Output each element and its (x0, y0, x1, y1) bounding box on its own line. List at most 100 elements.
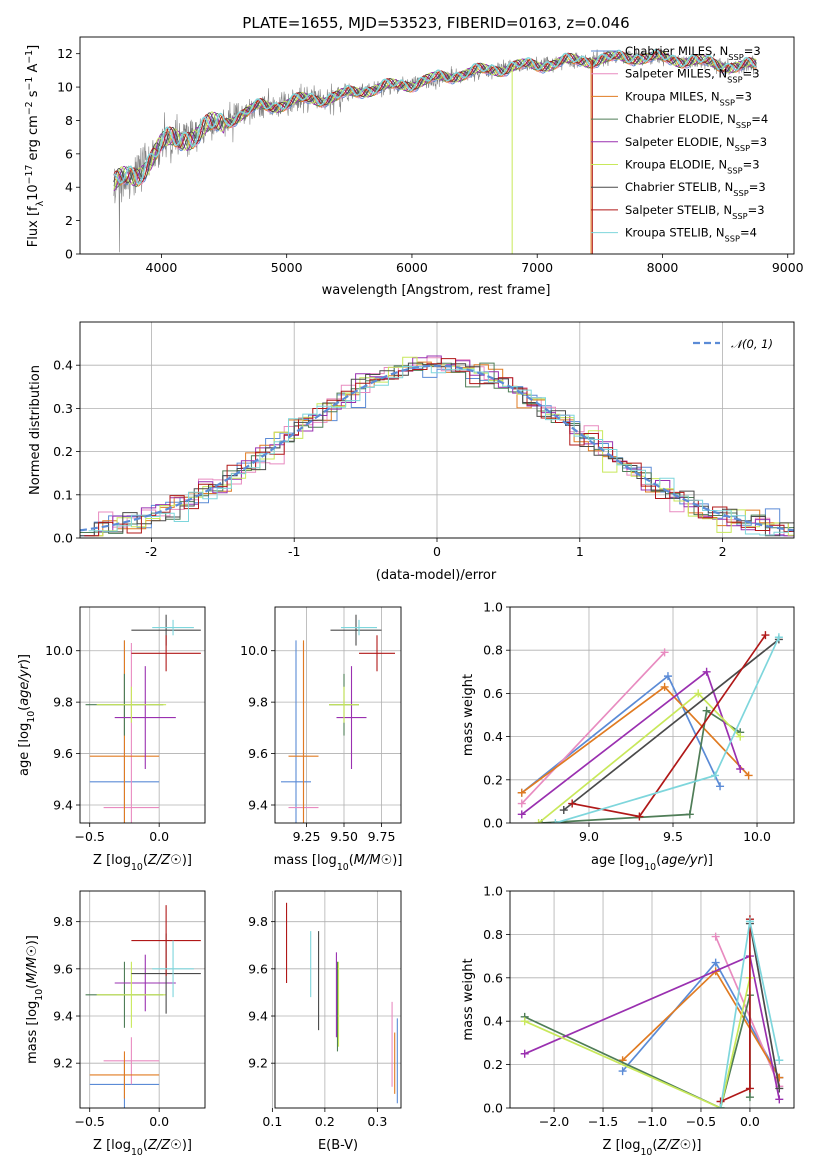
text-segment: =3 (735, 89, 752, 103)
histogram-salpeter_stelib (84, 358, 794, 537)
text-segment: Chabrier MILES, N (625, 44, 728, 58)
weight-marker-chabrier_miles (663, 672, 672, 681)
text-segment: erg cm (26, 115, 41, 164)
text-segment: ( (652, 1138, 657, 1153)
y-tick-label: 0.3 (53, 401, 73, 416)
text-segment: )] (182, 1138, 192, 1153)
axes-frame (274, 890, 402, 1109)
text-segment: age/yr (661, 853, 704, 868)
y-tick-label: 0.0 (483, 1101, 503, 1116)
x-tick-label: 10.0 (743, 829, 771, 844)
text-segment: age [log (17, 723, 32, 776)
y-tick-label: 0.4 (53, 358, 73, 373)
x-axis-label: age [log10(age/yr)] (591, 853, 713, 873)
text-segment: log (111, 853, 131, 868)
y-axis-label: mass weight (461, 674, 476, 756)
text-segment: SSP (727, 166, 742, 176)
weight-marker-salpeter_miles (660, 648, 669, 657)
axes-frame (509, 890, 795, 1109)
axes-weight-vs-Z: −2.0 −1.5 −1.0 −0.5 0.0 0.0 0.2 0.4 0.6 0.8 1.0 (483, 884, 795, 1129)
text-segment: Kroupa MILES, N (625, 89, 720, 103)
axes-frame (509, 606, 795, 824)
legend-entry: Chabrier MILES, NSSP=3 (625, 44, 761, 62)
weight-marker-salpeter_miles (517, 799, 526, 808)
text-segment: age [ (591, 853, 624, 868)
model-spectrum-kroupa_stelib (113, 48, 757, 185)
text-segment: mass [ (274, 853, 317, 868)
weight-marker-chabrier_stelib (559, 806, 568, 815)
x-tick-label: 0.2 (315, 1114, 335, 1129)
plot-area-spectrum (113, 48, 757, 254)
text-segment: Z [ (603, 1138, 621, 1153)
x-tick-label: 0.1 (262, 1114, 282, 1129)
normal-curve (80, 364, 794, 532)
x-axis-label: Z [log10(Z/Z☉)] (93, 853, 192, 873)
text-segment: )] (182, 853, 192, 868)
weight-marker-salpeter_elodie (702, 667, 711, 676)
x-tick-label: 0.3 (367, 1114, 387, 1129)
text-segment: ( (349, 853, 354, 868)
text-segment: ( (143, 1138, 148, 1153)
y-tick-label: 9.4 (248, 798, 268, 813)
model-spectrum-salpeter_elodie (113, 50, 757, 192)
weight-marker-chabrier_elodie (685, 810, 694, 819)
weight-marker-chabrier_miles (716, 782, 725, 791)
x-axis-label: Z [log10(Z/Z☉)] (93, 1138, 192, 1158)
y-axis-label: Normed distribution (28, 365, 43, 495)
x-tick-label: −0.5 (75, 829, 105, 844)
x-tick-label: 6000 (396, 260, 428, 275)
weight-marker-kroupa_elodie (520, 1017, 529, 1026)
text-segment: )] (17, 654, 32, 664)
axes-frame (79, 321, 795, 539)
y-tick-label: 0.6 (483, 970, 503, 985)
legend-entry: Salpeter MILES, NSSP=3 (625, 67, 760, 85)
legend-entry: Chabrier STELIB, NSSP=3 (625, 180, 766, 198)
text-segment: Kroupa STELIB, N (625, 226, 725, 240)
text-segment: SSP (727, 75, 742, 85)
text-segment: log (317, 853, 337, 868)
text-segment: 10 (26, 184, 41, 201)
text-segment: =3 (750, 135, 767, 149)
x-tick-label: 9.75 (368, 829, 396, 844)
text-segment: ] (26, 45, 41, 50)
y-tick-label: 9.2 (53, 1056, 73, 1071)
y-tick-label: 2 (65, 213, 73, 228)
plot-area-weight-vs-Z (520, 915, 784, 1108)
x-tick-label: 7000 (521, 260, 553, 275)
x-tick-label: 9.0 (579, 829, 599, 844)
weight-marker-kroupa_stelib (745, 917, 754, 926)
x-tick-label: 0.0 (149, 1114, 169, 1129)
histogram-kroupa_miles (88, 361, 794, 537)
text-segment: M/M☉ (354, 853, 392, 868)
weight-marker-salpeter_elodie (736, 765, 745, 773)
text-segment: =3 (748, 203, 765, 217)
weight-marker-kroupa_elodie (534, 819, 543, 823)
text-segment: log (111, 1138, 131, 1153)
y-tick-label: 0.1 (53, 487, 73, 502)
x-tick-label: 2 (719, 544, 727, 559)
weight-marker-kroupa_stelib (711, 771, 720, 780)
y-tick-label: 0.6 (483, 686, 503, 701)
y-tick-label: 9.6 (53, 961, 73, 976)
axes-residuals: -2 -1 0 1 2 0.0 0.1 0.2 0.3 0.4 (53, 321, 795, 559)
text-segment: A (26, 64, 41, 77)
y-tick-label: 9.4 (248, 1009, 268, 1024)
weight-marker-salpeter_stelib (761, 631, 770, 640)
y-tick-label: 0.2 (53, 444, 73, 459)
y-tick-label: 12 (57, 46, 73, 61)
text-segment: 10 (644, 862, 656, 873)
weight-line-chabrier_stelib (749, 923, 781, 1089)
x-tick-label: 0.0 (740, 1114, 760, 1129)
axes-frame (79, 36, 795, 255)
weight-marker-salpeter_stelib (745, 1084, 754, 1093)
chart-title: PLATE=1655, MJD=53523, FIBERID=0163, z=0… (242, 14, 629, 32)
legend-entry: Kroupa MILES, NSSP=3 (625, 89, 752, 107)
x-axis-label: mass [log10(M/M☉)] (274, 853, 403, 873)
text-segment: ( (656, 853, 661, 868)
y-axis-label: Flux [fλ10−17 erg cm−2 s−1 A−1] (24, 45, 46, 247)
text-segment: Salpeter ELODIE, N (625, 135, 735, 149)
plot-area-mass-vs-Z (85, 905, 201, 1108)
text-segment: −1 (24, 77, 35, 91)
axes-spectrum: 4000 5000 6000 7000 8000 9000 0 2 4 6 8 10 12 (57, 36, 804, 275)
